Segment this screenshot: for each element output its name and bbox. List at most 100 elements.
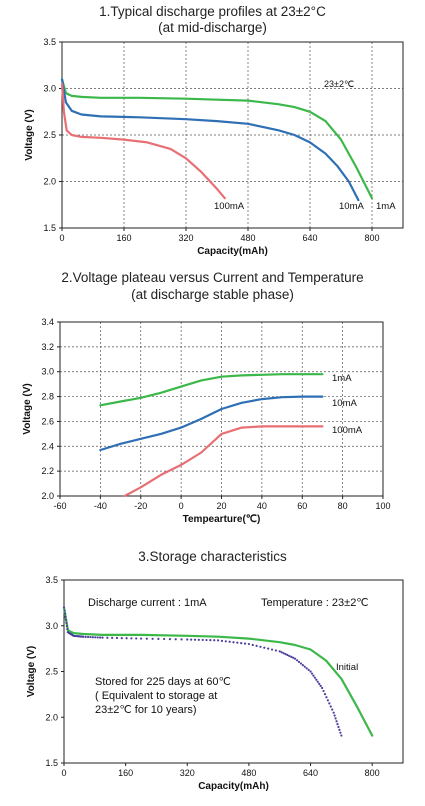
x-tick-label: -20 [134, 501, 147, 511]
series-dot-1 [297, 660, 301, 663]
y-axis-label: Voltage (V) [24, 109, 35, 160]
series-dot-1 [157, 637, 160, 641]
series-dot-1 [65, 624, 68, 628]
series-dot-1 [299, 662, 303, 665]
x-tick-label: 0 [61, 768, 66, 778]
chart1-subtitle: (at mid-discharge) [158, 20, 267, 35]
x-tick-label: 0 [179, 501, 184, 511]
series-dot-1 [337, 725, 340, 729]
series-dot-1 [316, 680, 319, 683]
series-dot-1 [335, 720, 338, 723]
series-line-0 [99, 373, 324, 407]
series-dot-1 [280, 651, 283, 654]
series-label: 10mA [339, 201, 364, 212]
series-dot-1 [284, 653, 287, 656]
y-tick-label: 2.8 [41, 392, 54, 402]
series-dot-1 [190, 638, 193, 641]
annotation-storage-line: ( Equivalent to storage at [95, 690, 217, 702]
series-dot-1 [94, 636, 97, 639]
series-dot-1 [63, 612, 67, 615]
chart-panel-discharge: 1.Typical discharge profiles at 23±2°C (… [0, 0, 425, 262]
series-line-1 [60, 78, 360, 202]
series-label: 10mA [332, 398, 357, 409]
series-dot-1 [197, 638, 200, 641]
series-dot-1 [259, 645, 262, 648]
series-dot-1 [338, 728, 341, 731]
series-dot-1 [251, 643, 254, 647]
y-tick-label: 3.0 [41, 367, 54, 377]
series-dot-1 [282, 652, 285, 655]
x-tick-label: 60 [297, 501, 307, 511]
series-dot-1 [125, 637, 128, 640]
series-label: 1mA [376, 201, 396, 212]
chart-panel-temperature: 2.Voltage plateau versus Current and Tem… [0, 262, 425, 532]
x-tick-label: 20 [216, 501, 226, 511]
series-dot-1 [292, 656, 295, 659]
series-dot-1 [209, 639, 212, 642]
series-dot-1 [84, 635, 87, 638]
series-dot-1 [99, 636, 102, 639]
series-dot-1 [236, 641, 239, 644]
x-axis-label: Capacity(mAh) [198, 781, 269, 792]
series-dot-1 [307, 668, 310, 671]
x-tick-label: -60 [53, 501, 66, 511]
series-line-2 [60, 82, 226, 200]
series-dot-1 [180, 638, 183, 641]
series-dot-1 [325, 696, 328, 699]
series-dot-1 [174, 638, 177, 641]
series-dot-1 [224, 640, 227, 643]
series-dot-1 [139, 637, 143, 640]
series-dot-1 [64, 618, 68, 621]
y-tick-label: 2.5 [43, 130, 56, 140]
series-label: 100mA [214, 201, 245, 212]
series-dot-1 [89, 635, 92, 639]
series-dot-1 [168, 638, 172, 641]
series-dot-1 [243, 642, 247, 645]
series-dot-1 [240, 642, 243, 645]
series-dot-1 [336, 723, 339, 726]
y-tick-label: 2.0 [45, 712, 58, 722]
series-dot-1 [321, 686, 324, 690]
y-tick-label: 1.5 [43, 223, 56, 233]
series-dot-1 [267, 647, 270, 650]
x-tick-label: 480 [240, 233, 255, 243]
series-dot-1 [274, 649, 277, 652]
series-dot-1 [65, 621, 68, 624]
series-dot-1 [310, 672, 314, 675]
series-dot-1 [96, 636, 99, 639]
series-dot-1 [319, 684, 322, 688]
series-dot-1 [305, 667, 308, 670]
series-dot-1 [216, 639, 220, 642]
y-tick-label: 2.0 [41, 491, 54, 501]
series-line-1 [99, 395, 324, 452]
series-dot-1 [213, 639, 216, 642]
series-dot-1 [64, 615, 67, 618]
series-dot-1 [66, 627, 69, 631]
chart-panel-storage: 3.Storage characteristics 0 160 320 480 640 8… [0, 532, 425, 806]
series-dot-1 [340, 734, 343, 737]
series-dot-1 [115, 636, 119, 640]
chart1-plot: 0 160 320 480 640 800 1.5 2.0 2.5 3.0 3.5 Capacity(… [24, 37, 404, 257]
y-tick-label: 3.0 [43, 84, 56, 94]
series-dot-1 [247, 642, 251, 646]
x-tick-label: 640 [303, 768, 318, 778]
series-dot-1 [303, 665, 306, 668]
series-dot-1 [286, 653, 289, 657]
series-dot-1 [62, 606, 66, 609]
y-tick-label: 3.2 [41, 342, 54, 352]
y-tick-label: 2.0 [43, 177, 56, 187]
series-dot-1 [313, 676, 316, 679]
series-dot-1 [151, 637, 154, 640]
x-axis-label: Tempearture(℃) [183, 514, 261, 525]
series-dot-1 [331, 708, 334, 711]
y-tick-label: 3.5 [45, 575, 58, 585]
series-line-0 [62, 606, 374, 737]
x-tick-label: -40 [94, 501, 107, 511]
series-dot-1 [145, 637, 148, 640]
chart3-plot: 0 160 320 480 640 800 1.5 2.0 2.5 3.0 3.5 Capacity(… [26, 575, 404, 792]
series-label: 1mA [332, 373, 352, 384]
y-tick-label: 1.5 [45, 758, 58, 768]
series-dot-1 [270, 648, 274, 651]
series-dot-1 [322, 689, 325, 693]
x-tick-label: 160 [116, 233, 131, 243]
